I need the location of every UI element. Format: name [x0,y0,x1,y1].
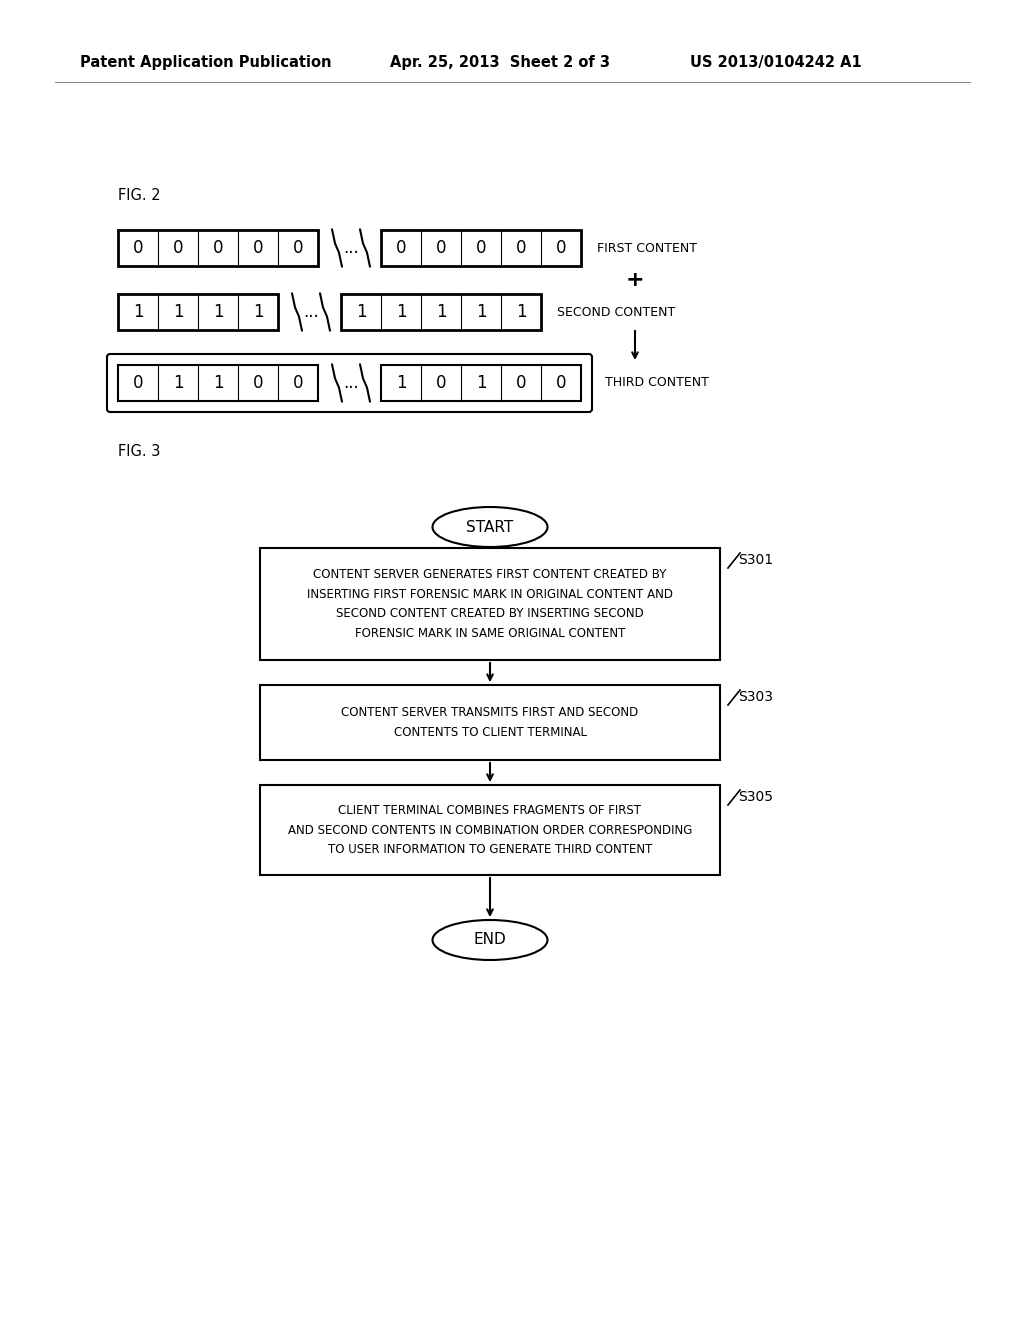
Text: 0: 0 [133,239,143,257]
Text: 0: 0 [293,239,303,257]
Ellipse shape [432,507,548,546]
Text: +: + [626,271,644,290]
Text: 0: 0 [476,239,486,257]
Text: 0: 0 [556,239,566,257]
Bar [260,548,720,660]
Bar [118,294,278,330]
Bar [381,230,581,267]
Text: ...: ... [303,304,318,321]
Text: 0: 0 [173,239,183,257]
Ellipse shape [432,920,548,960]
Text: SECOND CONTENT: SECOND CONTENT [557,305,675,318]
Text: FIRST CONTENT: FIRST CONTENT [597,242,697,255]
Text: S303: S303 [738,690,773,704]
Text: 0: 0 [516,374,526,392]
Bar [118,230,318,267]
Text: 1: 1 [355,304,367,321]
Text: 0: 0 [395,239,407,257]
Text: US 2013/0104242 A1: US 2013/0104242 A1 [690,54,862,70]
Text: THIRD CONTENT: THIRD CONTENT [605,376,709,389]
Text: 0: 0 [133,374,143,392]
Text: S305: S305 [738,789,773,804]
Text: Apr. 25, 2013  Sheet 2 of 3: Apr. 25, 2013 Sheet 2 of 3 [390,54,610,70]
Text: 1: 1 [133,304,143,321]
Text: START: START [466,520,514,535]
Text: FIG. 2: FIG. 2 [118,187,161,202]
Text: FIG. 3: FIG. 3 [118,445,161,459]
Text: 1: 1 [173,374,183,392]
Text: 0: 0 [253,239,263,257]
Text: S301: S301 [738,553,773,568]
Text: 1: 1 [395,304,407,321]
Text: 1: 1 [476,304,486,321]
Text: 0: 0 [436,374,446,392]
Text: ...: ... [343,374,358,392]
Text: 0: 0 [213,239,223,257]
Text: 0: 0 [556,374,566,392]
Text: 0: 0 [293,374,303,392]
Text: 1: 1 [213,374,223,392]
Text: CLIENT TERMINAL COMBINES FRAGMENTS OF FIRST
AND SECOND CONTENTS IN COMBINATION O: CLIENT TERMINAL COMBINES FRAGMENTS OF FI… [288,804,692,855]
Text: 0: 0 [516,239,526,257]
Text: 1: 1 [173,304,183,321]
Bar [260,785,720,875]
Text: 1: 1 [516,304,526,321]
Bar [381,366,581,401]
Text: Patent Application Publication: Patent Application Publication [80,54,332,70]
Bar [260,685,720,760]
Text: 1: 1 [253,304,263,321]
Text: 0: 0 [253,374,263,392]
Bar [341,294,541,330]
Text: 1: 1 [476,374,486,392]
Text: 1: 1 [435,304,446,321]
Text: 0: 0 [436,239,446,257]
Bar [118,366,318,401]
Text: 1: 1 [213,304,223,321]
Text: CONTENT SERVER TRANSMITS FIRST AND SECOND
CONTENTS TO CLIENT TERMINAL: CONTENT SERVER TRANSMITS FIRST AND SECON… [341,706,639,739]
Text: 1: 1 [395,374,407,392]
Text: END: END [474,932,507,948]
FancyBboxPatch shape [106,354,592,412]
Text: CONTENT SERVER GENERATES FIRST CONTENT CREATED BY
INSERTING FIRST FORENSIC MARK : CONTENT SERVER GENERATES FIRST CONTENT C… [307,568,673,640]
Text: ...: ... [343,239,358,257]
